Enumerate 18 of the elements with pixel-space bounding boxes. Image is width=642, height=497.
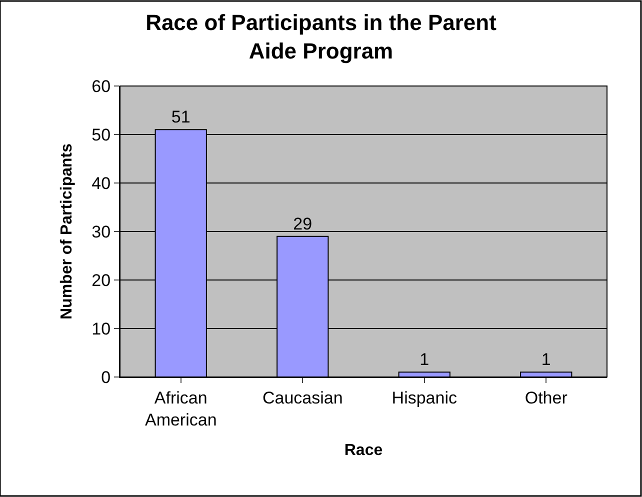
x-tick-label: Hispanic [392, 388, 458, 408]
x-tick-label: Caucasian [262, 388, 343, 408]
x-tick-label: African American [144, 388, 217, 430]
data-label: 29 [293, 214, 312, 234]
y-tick-label: 30 [92, 222, 111, 242]
y-tick-label: 50 [92, 125, 111, 144]
y-tick-label: 10 [92, 319, 111, 338]
y-tick-label: 20 [92, 270, 111, 290]
chart-title: Race of Participants in the Parent Aide Program [146, 10, 498, 64]
y-tick-label: 40 [92, 174, 111, 193]
data-label: 1 [541, 350, 551, 370]
y-tick-label: 0 [101, 368, 111, 387]
data-label: 51 [171, 108, 190, 127]
y-tick-label: 60 [92, 76, 111, 96]
y-axis-title: Number of Participants [58, 143, 76, 320]
data-label: 1 [420, 350, 430, 370]
x-tick-label: Other [524, 388, 568, 408]
x-axis-title: Race [344, 442, 383, 460]
